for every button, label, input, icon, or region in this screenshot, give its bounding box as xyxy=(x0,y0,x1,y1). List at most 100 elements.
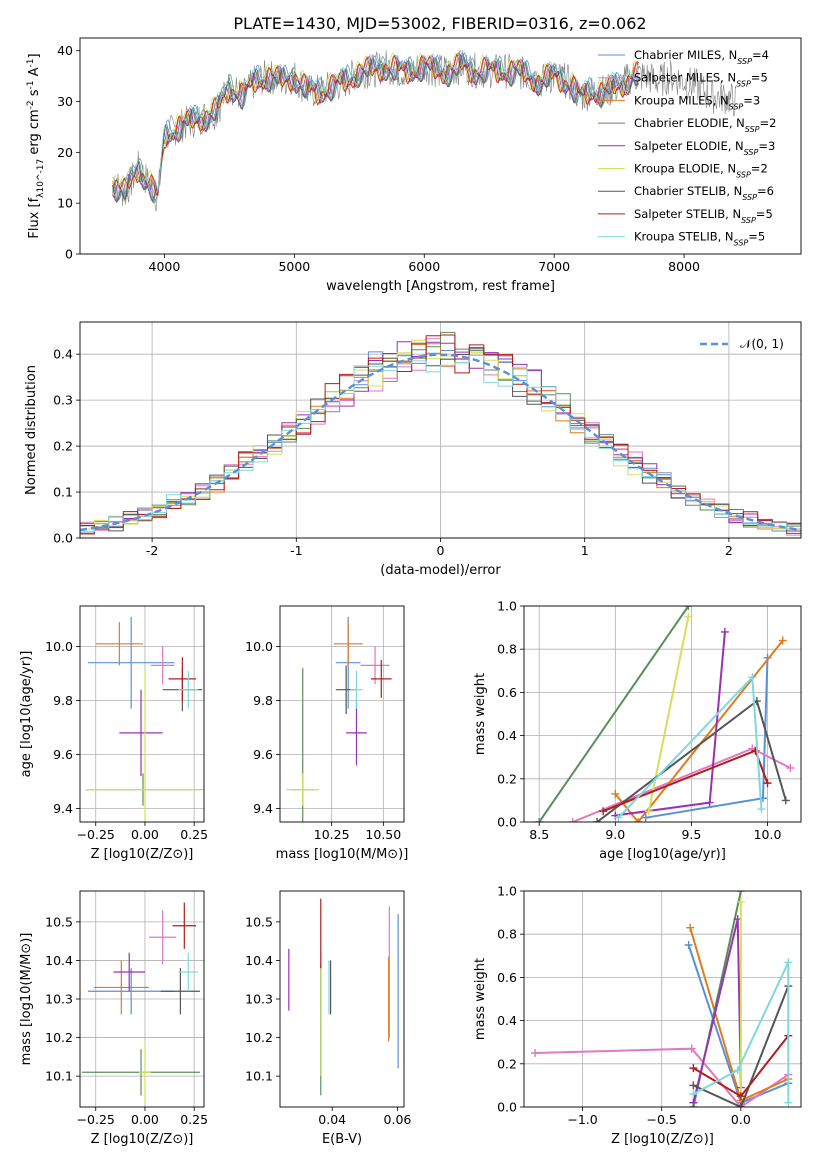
x-tick-label: 10.0 xyxy=(754,827,782,842)
x-tick-label: 8.5 xyxy=(529,827,549,842)
weight-marker xyxy=(599,807,608,816)
legend-label: 𝒩(0, 1) xyxy=(740,337,784,351)
data-point xyxy=(139,1041,151,1104)
weight-marker xyxy=(720,627,729,636)
weight-marker xyxy=(689,1090,698,1099)
label-part: mass [log10(M/M⊙)] xyxy=(19,933,34,1066)
legend-eq: = xyxy=(756,207,766,221)
x-axis-label: Z [log10(Z/Z⊙)] xyxy=(91,847,194,862)
weight-marker xyxy=(705,798,714,807)
axes-frame xyxy=(523,605,802,823)
plot-area-mass-vs-Z xyxy=(81,902,201,1104)
x-axis-label: Z [log10(Z/Z⊙)] xyxy=(91,1132,194,1147)
legend-residuals: 𝒩(0, 1) xyxy=(700,337,784,351)
label-part: E(B-V) xyxy=(322,1132,362,1147)
y-tick-label: 0 xyxy=(65,247,73,262)
y-tick-label: 10.2 xyxy=(245,1030,273,1045)
y-tick-label: 10.5 xyxy=(245,914,273,929)
label-part: -2 xyxy=(26,100,36,109)
y-tick-label: 40 xyxy=(57,43,73,58)
legend-n: , N xyxy=(718,230,734,244)
x-tick-label: -2 xyxy=(146,543,158,558)
data-point xyxy=(85,670,204,822)
y-tick-label: 0.1 xyxy=(53,485,73,500)
y-axis-label: mass weight xyxy=(473,673,488,755)
label-part: Z [log10(Z/Z⊙)] xyxy=(611,1132,714,1147)
axes-frame xyxy=(279,890,405,1108)
legend-label: Kroupa MILES, NSSP=3 xyxy=(634,93,760,111)
axes-frame xyxy=(523,890,802,1108)
x-tick-label: −0.5 xyxy=(647,1112,677,1127)
legend-name: Kroupa MILES xyxy=(634,93,713,107)
weight-marker xyxy=(684,606,693,610)
weight-marker xyxy=(568,818,577,822)
y-tick-label: 1.0 xyxy=(497,884,517,899)
axes-frame xyxy=(79,37,802,255)
data-point xyxy=(350,670,363,709)
residual-histogram xyxy=(80,342,801,534)
legend-nssp: 3 xyxy=(768,139,775,153)
weight-marker xyxy=(689,1081,698,1090)
legend-name: Chabrier ELODIE xyxy=(634,116,729,130)
x-tick-label: 1 xyxy=(581,543,589,558)
legend-label: Kroupa ELODIE, NSSP=2 xyxy=(634,162,768,180)
x-tick-label: 4000 xyxy=(149,259,181,274)
legend-n: , N xyxy=(729,116,745,130)
x-tick-label: 10.50 xyxy=(365,827,401,842)
normal-reference-curve xyxy=(80,353,801,532)
data-point xyxy=(95,622,143,666)
legend-ssp: SSP xyxy=(745,125,760,134)
legend-label: Chabrier ELODIE, NSSP=2 xyxy=(634,116,776,134)
legend-label: Chabrier MILES, NSSP=4 xyxy=(634,48,769,66)
label-part: ] xyxy=(27,53,42,58)
y-tick-label: 0.0 xyxy=(497,815,517,830)
legend-ssp: SSP xyxy=(736,170,751,179)
legend-n: , N xyxy=(728,139,744,153)
weight-marker xyxy=(689,1064,698,1073)
x-tick-label: 0.0 xyxy=(731,1112,751,1127)
label-part: Normed distribution xyxy=(24,365,39,495)
plot-area-spectrum xyxy=(112,49,737,212)
y-tick-label: 20 xyxy=(57,145,73,160)
axes-frame xyxy=(79,605,205,823)
axes-spectrum: 4000 5000 6000 7000 8000 0 10 20 30 40 wavelength … xyxy=(26,37,802,294)
plot-area-mass-vs-EBV xyxy=(288,898,399,1096)
legend-ssp: SSP xyxy=(742,193,757,202)
legend-label: Salpeter STELIB, NSSP=5 xyxy=(634,207,773,225)
weight-series-line xyxy=(692,961,790,1103)
y-tick-label: 10.4 xyxy=(245,953,273,968)
legend-eq: = xyxy=(748,230,758,244)
legend-n: , N xyxy=(721,48,737,62)
label-part: Z [log10(Z/Z⊙)] xyxy=(91,1132,194,1147)
data-point xyxy=(113,952,145,992)
y-tick-label: 10.0 xyxy=(245,639,273,654)
label-part: -1 xyxy=(26,58,36,67)
x-tick-label: 7000 xyxy=(538,259,570,274)
y-tick-label: 0.2 xyxy=(53,439,73,454)
x-axis-label: mass [log10(M/M⊙)] xyxy=(276,847,409,862)
legend-label: Salpeter MILES, NSSP=5 xyxy=(634,71,768,89)
axes-weight-vs-age: 8.5 9.0 9.5 10.0 0.0 0.2 0.4 0.6 0.8 1.0 age [log1… xyxy=(473,599,802,862)
data-point xyxy=(119,689,163,777)
legend-ssp: SSP xyxy=(744,147,759,156)
x-tick-label: 9.0 xyxy=(605,827,625,842)
legend-name: Salpeter MILES xyxy=(634,71,720,85)
weight-marker xyxy=(736,1103,745,1107)
weight-series-line xyxy=(538,606,690,822)
axes-age-vs-mass: 10.25 10.50 9.4 9.6 9.8 10.0 mass [log10(M/M⊙)… xyxy=(245,605,409,862)
weight-marker xyxy=(684,941,693,949)
x-axis-label: Z [log10(Z/Z⊙)] xyxy=(611,1132,714,1147)
data-point xyxy=(178,670,199,709)
weight-marker xyxy=(781,796,790,805)
axes-mass-vs-EBV: 0.04 0.06 10.1 10.2 10.3 10.4 10.5 E(B-V) xyxy=(245,890,411,1147)
label-part: -1 xyxy=(26,80,36,89)
weight-marker xyxy=(736,1092,745,1101)
x-tick-label: 8000 xyxy=(668,259,700,274)
weight-marker xyxy=(784,1098,793,1107)
x-tick-label: −0.25 xyxy=(77,1112,115,1127)
weight-marker xyxy=(634,818,643,822)
axes-age-vs-Z: −0.25 0.00 0.25 9.4 9.6 9.8 10.0 Z [log10(Z/Z⊙)… xyxy=(19,605,208,862)
axes-weight-vs-Z: −1.0 −0.5 0.0 0.0 0.2 0.4 0.6 0.8 1.0 Z [log10(Z/… xyxy=(473,884,802,1147)
